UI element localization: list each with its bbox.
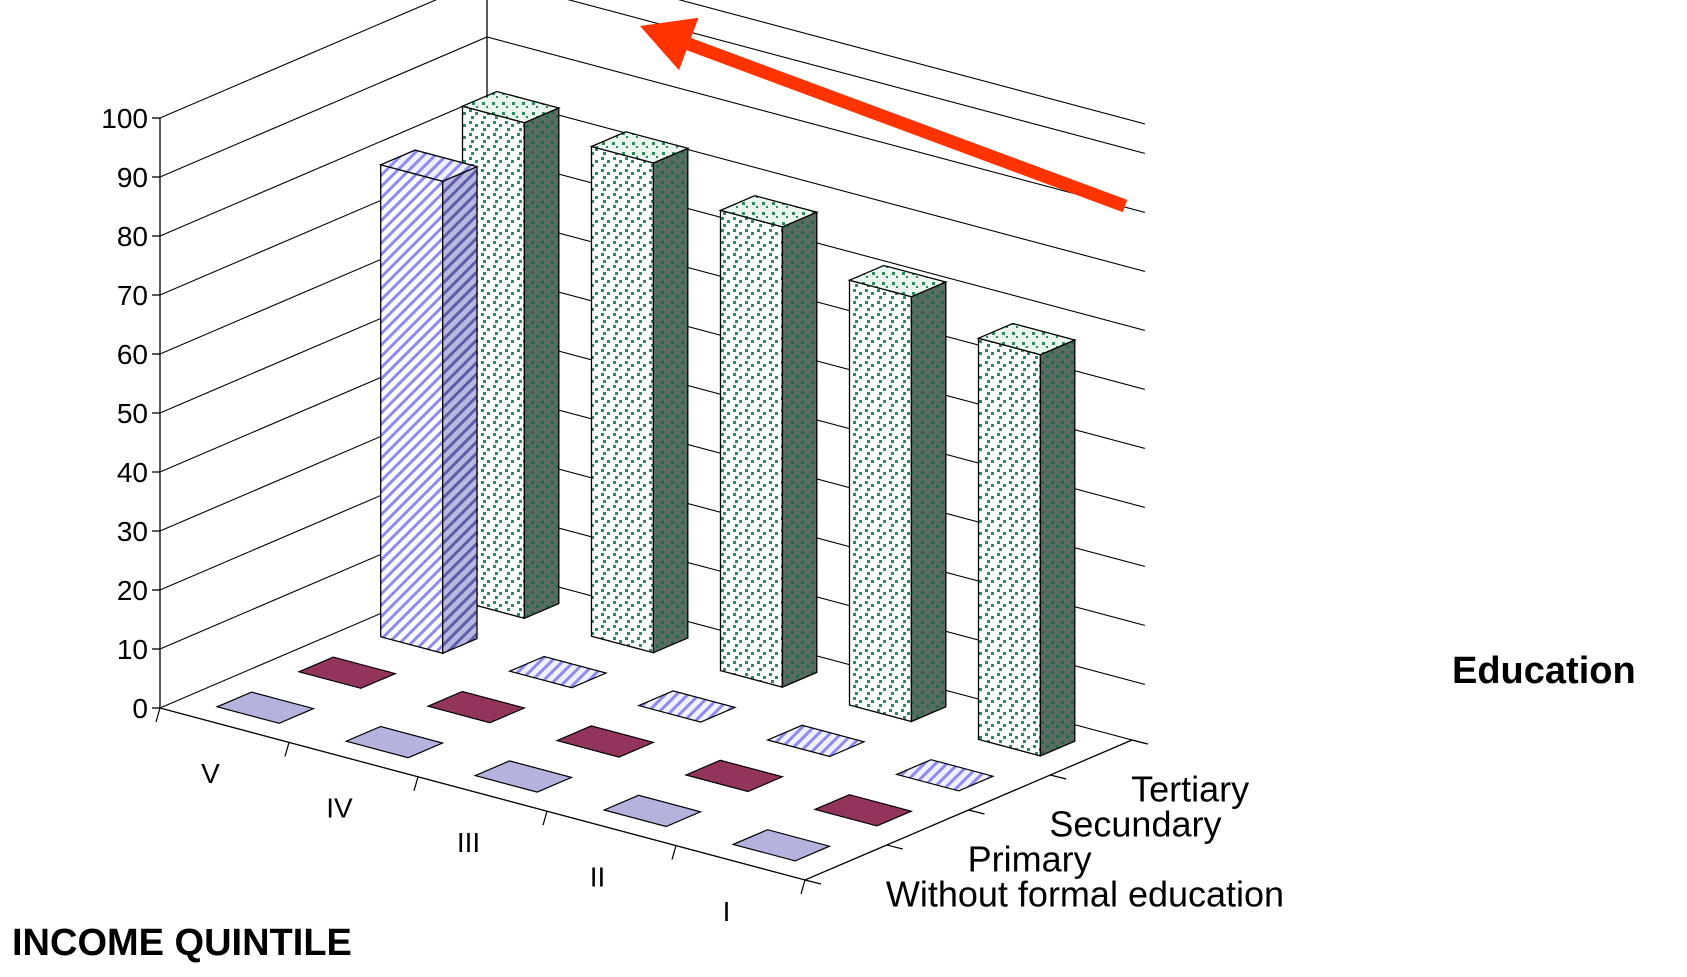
z-axis-title: Education	[1452, 650, 1636, 692]
trend-arrow	[640, 17, 1128, 213]
bar-III-without-formal-education	[473, 760, 574, 793]
x-tick-label: V	[201, 758, 220, 789]
bar-V-tertiary	[460, 90, 561, 620]
bar-I-tertiary	[976, 322, 1077, 757]
x-tick-label: IV	[326, 793, 353, 824]
bar-V-secundary	[378, 149, 479, 655]
y-tick-label: 0	[132, 693, 148, 724]
y-tick-label: 50	[117, 398, 148, 429]
x-tick-label: I	[723, 896, 731, 927]
y-tick-label: 20	[117, 575, 148, 606]
bar-I-secundary	[894, 759, 995, 792]
y-tick-label: 90	[117, 162, 148, 193]
z-tick	[1050, 774, 1067, 780]
x-tick-label: III	[457, 827, 480, 858]
y-tick-label: 80	[117, 221, 148, 252]
y-tick-label: 10	[117, 634, 148, 665]
z-tick	[886, 844, 903, 850]
y-tick-label: 70	[117, 280, 148, 311]
x-tick	[413, 776, 419, 791]
trend-arrow-shaft	[686, 37, 1128, 213]
bars-layer	[215, 90, 1077, 862]
bar-I-without-formal-education	[731, 829, 832, 862]
x-tick	[671, 845, 677, 860]
bar-V-without-formal-education	[215, 691, 316, 724]
bar-IV-without-formal-education	[344, 725, 445, 759]
bar-II-tertiary	[847, 264, 948, 723]
x-axis-title: INCOME QUINTILE	[12, 922, 352, 964]
z-tick-label: Secundary	[1049, 804, 1221, 845]
y-tick-label: 60	[117, 339, 148, 370]
bar-IV-secundary	[507, 655, 608, 689]
bar-III-secundary	[636, 690, 737, 723]
bar-I-primary	[813, 794, 914, 827]
z-tick-label: Primary	[968, 839, 1092, 880]
z-tick	[968, 809, 985, 815]
bar-II-secundary	[765, 724, 866, 758]
x-tick	[155, 707, 161, 723]
z-tick-label: Without formal education	[886, 874, 1284, 915]
gridline	[159, 0, 1146, 154]
y-tick-label: 100	[101, 103, 148, 134]
z-tick	[804, 879, 822, 885]
x-tick-label: II	[590, 861, 606, 892]
gridline	[159, 36, 1146, 213]
x-tick	[542, 811, 548, 826]
bar-III-primary	[555, 725, 656, 758]
back-wall-top	[677, 0, 1146, 125]
y-tick-label: 30	[117, 516, 148, 547]
bar-IV-tertiary	[589, 131, 690, 654]
z-tick-label: Tertiary	[1131, 769, 1249, 810]
x-tick	[800, 879, 806, 895]
z-tick	[1131, 739, 1149, 745]
bar-IV-primary	[426, 690, 527, 724]
floor-layer	[155, 707, 1149, 895]
bar-II-without-formal-education	[602, 794, 703, 828]
bar-II-primary	[684, 759, 785, 793]
y-tick-label: 40	[117, 457, 148, 488]
trend-arrow-head	[640, 17, 699, 71]
bar-V-primary	[297, 656, 398, 689]
x-tick	[284, 742, 290, 757]
bar-III-tertiary	[718, 195, 819, 689]
